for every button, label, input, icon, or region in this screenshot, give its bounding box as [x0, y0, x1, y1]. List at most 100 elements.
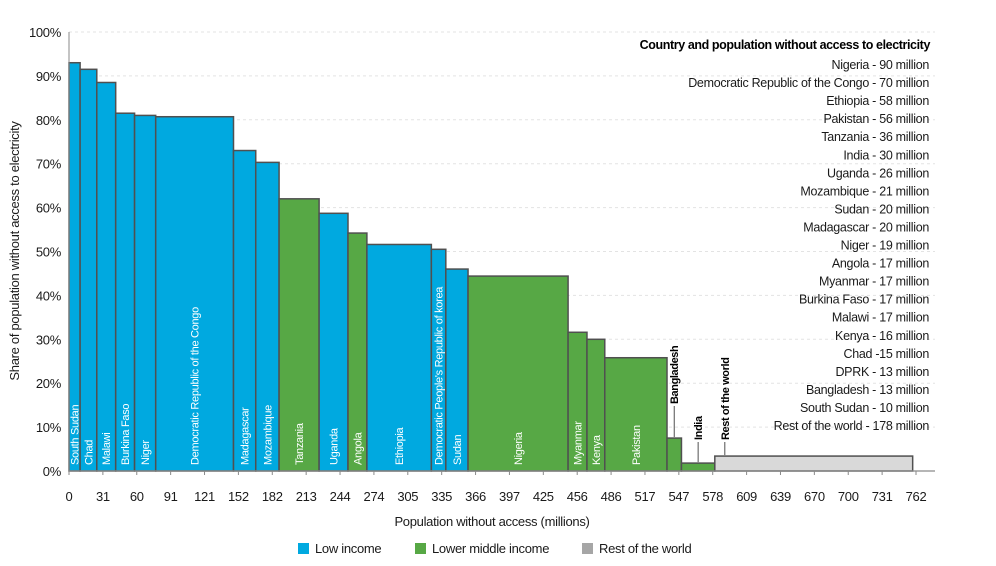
bar-ethiopia — [366, 243, 433, 472]
bar-label: Niger — [140, 440, 152, 465]
bar-label: Malawi — [101, 433, 113, 465]
bar-label: Sudan — [452, 435, 464, 465]
y-tick-label: 10% — [36, 420, 62, 435]
annotation-item: Niger - 19 million — [841, 239, 930, 253]
x-tick-label: 670 — [804, 489, 825, 504]
bar-nigeria — [467, 275, 569, 472]
x-tick-label: 639 — [770, 489, 791, 504]
y-tick-label: 100% — [29, 25, 62, 40]
x-tick-label: 213 — [296, 489, 317, 504]
bar-label: Bangladesh — [669, 345, 681, 404]
annotation-item: Tanzania - 36 million — [821, 130, 929, 144]
axes: 0%10%20%30%40%50%60%70%80%90%100%0 31 60 91… — [29, 25, 935, 504]
y-tick-label: 50% — [36, 245, 62, 260]
annotation-item: Malawi - 17 million — [832, 311, 929, 325]
x-tick-label: 762 — [906, 489, 927, 504]
x-tick-label: 517 — [635, 489, 656, 504]
annotation-item: India - 30 million — [843, 148, 929, 162]
legend: Low income Lower middle income Rest of the… — [298, 541, 692, 556]
annotation-title: Country and population without access to… — [640, 38, 931, 52]
bar-label: Democratic People's Republic of korea — [434, 286, 446, 465]
x-tick-label: 244 — [330, 489, 351, 504]
y-tick-label: 70% — [36, 157, 62, 172]
x-tick-label: 425 — [533, 489, 554, 504]
bar-uganda — [318, 212, 349, 472]
bar-label: Democratic Republic of the Congo — [190, 307, 202, 465]
y-tick-label: 90% — [36, 69, 62, 84]
x-tick-label: 305 — [397, 489, 418, 504]
bar-label: South Sudan — [70, 405, 82, 465]
annotation-item: Nigeria - 90 million — [831, 58, 929, 72]
x-tick-label: 700 — [838, 489, 859, 504]
bar-label: Burkina Faso — [120, 404, 132, 465]
annotation-item: Pakistan - 56 million — [823, 112, 929, 126]
annotation-item: Myanmar - 17 million — [819, 275, 929, 289]
y-tick-label: 80% — [36, 113, 62, 128]
x-tick-label: 274 — [364, 489, 385, 504]
bar-label: Nigeria — [513, 431, 525, 465]
x-tick-label: 731 — [872, 489, 893, 504]
bar-label: Myanmar — [573, 421, 585, 465]
bar-label: Tanzania — [294, 422, 306, 465]
bar-label: Rest of the world — [720, 358, 732, 440]
legend-label: Rest of the world — [599, 541, 692, 556]
annotation-item: Burkina Faso - 17 million — [799, 293, 929, 307]
y-axis-title: Share of population without access to el… — [7, 121, 22, 381]
x-tick-label: 609 — [736, 489, 757, 504]
legend-label: Low income — [315, 541, 381, 556]
annotation-item: Angola - 17 million — [832, 257, 929, 271]
x-tick-label: 121 — [194, 489, 215, 504]
legend-label: Lower middle income — [432, 541, 549, 556]
x-tick-label: 366 — [465, 489, 486, 504]
bar-democratic-republic-of-the-congo — [154, 115, 235, 472]
bar-bangladesh — [666, 437, 683, 472]
x-tick-label: 456 — [567, 489, 588, 504]
x-tick-label: 91 — [164, 489, 178, 504]
annotation-item: Sudan - 20 million — [834, 202, 929, 216]
bar-label: Mozambique — [262, 405, 274, 465]
bar-label: Chad — [83, 440, 95, 465]
annotation-item: South Sudan - 10 million — [800, 401, 929, 415]
bar-label: Ethiopia — [394, 426, 406, 465]
annotation-item: DPRK - 13 million — [835, 365, 929, 379]
annotation-item: Mozambique - 21 million — [800, 184, 929, 198]
bars: South Sudan Chad Malawi Burkina Faso Niger De… — [68, 61, 914, 472]
bar-label: India — [693, 415, 705, 440]
x-tick-label: 182 — [262, 489, 283, 504]
bar-label: Uganda — [329, 427, 341, 465]
legend-swatch-low — [298, 543, 309, 554]
legend-swatch-row — [582, 543, 593, 554]
bar-pakistan — [604, 356, 668, 472]
annotation-item: Ethiopia - 58 million — [826, 94, 929, 108]
bar-label: Madagascar — [240, 407, 252, 465]
bar-label: Pakistan — [631, 425, 643, 465]
y-tick-label: 40% — [36, 288, 62, 303]
x-tick-label: 152 — [228, 489, 249, 504]
bar-malawi — [96, 81, 117, 472]
y-tick-label: 20% — [36, 376, 62, 391]
x-tick-label: 60 — [130, 489, 144, 504]
bar-india — [680, 462, 716, 472]
annotation-item: Uganda - 26 million — [827, 166, 929, 180]
legend-swatch-lmi — [415, 543, 426, 554]
bar-chad — [79, 68, 98, 472]
bar-niger — [133, 114, 157, 472]
x-tick-label: 486 — [601, 489, 622, 504]
x-tick-label: 578 — [702, 489, 723, 504]
y-tick-label: 60% — [36, 201, 62, 216]
annotation-item: Rest of the world - 178 million — [774, 419, 930, 433]
x-tick-label: 31 — [96, 489, 110, 504]
x-tick-label: 547 — [668, 489, 689, 504]
annotation-list: Nigeria - 90 million Democratic Republic … — [688, 58, 929, 433]
x-axis-title: Population without access (millions) — [394, 514, 589, 529]
annotation-item: Kenya - 16 million — [835, 329, 929, 343]
x-tick-label: 335 — [431, 489, 452, 504]
y-tick-label: 30% — [36, 332, 62, 347]
annotation-item: Madagascar - 20 million — [803, 220, 929, 234]
bar-label: Angola — [352, 431, 364, 465]
annotation-item: Bangladesh - 13 million — [806, 383, 929, 397]
annotation-item: Democratic Republic of the Congo - 70 mi… — [688, 76, 929, 90]
x-tick-label: 0 — [66, 489, 73, 504]
bar-label: Kenya — [591, 434, 603, 465]
